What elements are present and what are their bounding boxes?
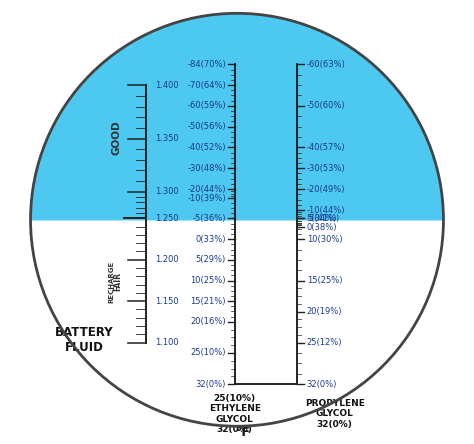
- Text: -10(44%): -10(44%): [307, 206, 345, 214]
- Text: -50(56%): -50(56%): [187, 122, 226, 131]
- Text: -40(57%): -40(57%): [307, 143, 346, 152]
- Text: -30(53%): -30(53%): [307, 164, 346, 173]
- Text: 5(34%): 5(34%): [307, 214, 337, 223]
- Text: 1.150: 1.150: [155, 297, 179, 305]
- Text: 10(30%): 10(30%): [307, 235, 342, 244]
- Text: -5(36%): -5(36%): [192, 214, 226, 223]
- Text: -70(64%): -70(64%): [187, 81, 226, 90]
- Text: 15(21%): 15(21%): [191, 297, 226, 305]
- Text: GOOD: GOOD: [111, 120, 121, 155]
- Text: 25(12%): 25(12%): [307, 338, 342, 347]
- Text: 1.350: 1.350: [155, 134, 179, 143]
- Text: 0(33%): 0(33%): [195, 235, 226, 244]
- Text: -5(41%): -5(41%): [307, 214, 340, 223]
- Text: 1.100: 1.100: [155, 338, 179, 347]
- Wedge shape: [30, 13, 444, 220]
- Text: BATTERY
FLUID: BATTERY FLUID: [55, 325, 113, 354]
- Text: 5(29%): 5(29%): [196, 255, 226, 264]
- Text: 10(25%): 10(25%): [191, 276, 226, 285]
- Text: -20(44%): -20(44%): [187, 185, 226, 194]
- Text: 32(0%): 32(0%): [195, 380, 226, 388]
- Text: 15(25%): 15(25%): [307, 276, 342, 285]
- Circle shape: [30, 13, 444, 426]
- Text: 32(0%): 32(0%): [307, 380, 337, 388]
- Text: 20(16%): 20(16%): [190, 317, 226, 326]
- Text: °F: °F: [236, 426, 251, 440]
- Text: 20(19%): 20(19%): [307, 307, 342, 316]
- Text: PROPYLENE
GLYCOL
32(0%): PROPYLENE GLYCOL 32(0%): [305, 399, 365, 429]
- Text: -84(70%): -84(70%): [187, 60, 226, 69]
- Text: FAIR: FAIR: [113, 273, 122, 291]
- Text: -60(63%): -60(63%): [307, 60, 346, 69]
- Text: 1.250: 1.250: [155, 214, 179, 223]
- Text: -40(52%): -40(52%): [187, 143, 226, 152]
- Text: -10(39%): -10(39%): [187, 194, 226, 202]
- Text: 25(10%): 25(10%): [191, 349, 226, 357]
- Text: 1.200: 1.200: [155, 255, 179, 264]
- Text: 1.300: 1.300: [155, 187, 179, 196]
- Text: -50(60%): -50(60%): [307, 101, 346, 110]
- Text: -30(48%): -30(48%): [187, 164, 226, 173]
- Text: 0(38%): 0(38%): [307, 223, 337, 232]
- Text: -20(49%): -20(49%): [307, 185, 345, 194]
- Text: 25(10%)
ETHYLENE
GLYCOL
32(0%): 25(10%) ETHYLENE GLYCOL 32(0%): [209, 394, 261, 434]
- Text: 1.400: 1.400: [155, 81, 179, 90]
- Text: -60(59%): -60(59%): [187, 101, 226, 110]
- Text: RECHARGE: RECHARGE: [109, 261, 115, 303]
